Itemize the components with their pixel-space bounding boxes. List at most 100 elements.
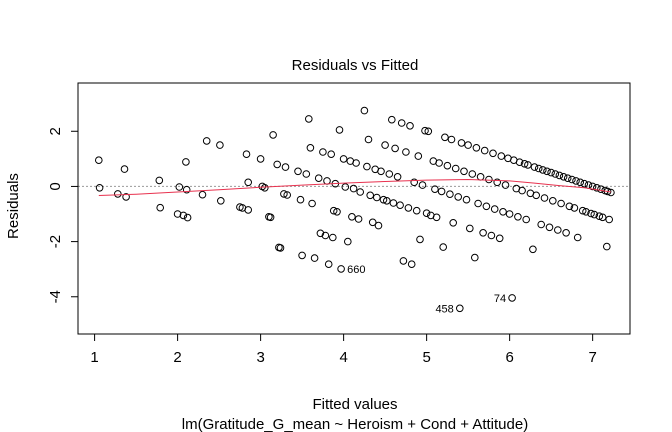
data-point	[402, 148, 410, 156]
data-point	[603, 242, 611, 251]
chart-title: Residuals vs Fitted	[292, 57, 419, 74]
data-point	[319, 148, 327, 156]
data-point	[381, 141, 389, 149]
data-point	[551, 170, 560, 178]
data-point	[515, 158, 524, 166]
data-point	[283, 191, 292, 199]
data-point	[266, 213, 275, 222]
data-point	[410, 178, 419, 187]
data-point	[545, 223, 554, 232]
data-point	[120, 165, 129, 173]
data-point	[424, 127, 433, 136]
data-point	[261, 184, 269, 192]
data-point	[368, 218, 377, 227]
data-point	[412, 206, 421, 215]
data-point	[431, 185, 439, 193]
x-tick-label: 4	[339, 349, 347, 366]
data-point	[182, 185, 191, 194]
data-point	[576, 178, 585, 187]
data-point	[471, 253, 479, 262]
data-point	[404, 204, 413, 212]
data-point	[557, 199, 565, 208]
data-point	[316, 229, 325, 238]
data-point	[505, 210, 514, 218]
data-point	[493, 178, 502, 187]
data-point	[321, 231, 330, 240]
data-point	[441, 133, 449, 142]
data-point	[518, 186, 526, 195]
data-point	[363, 162, 371, 171]
data-point	[335, 126, 344, 134]
data-point	[501, 181, 510, 189]
y-tick-label: 0	[47, 182, 64, 190]
data-point	[244, 178, 252, 187]
data-point	[377, 167, 385, 176]
data-point	[339, 155, 348, 163]
plot-area: 660 458 74	[77, 82, 631, 335]
y-tick-label: 2	[47, 127, 64, 135]
x-tick-label: 2	[173, 349, 181, 366]
data-point	[348, 213, 356, 221]
data-point	[598, 213, 607, 222]
data-point	[324, 260, 333, 269]
data-point	[389, 199, 398, 207]
data-point	[563, 174, 572, 182]
data-point	[393, 173, 402, 181]
data-point	[593, 184, 601, 192]
data-point	[373, 193, 381, 202]
data-point	[439, 243, 448, 251]
data-point	[356, 188, 365, 196]
data-point	[537, 220, 546, 229]
data-point	[306, 144, 315, 152]
data-point	[397, 119, 406, 127]
data-point	[122, 193, 130, 201]
data-point	[308, 199, 316, 208]
data-point	[449, 219, 458, 227]
data-point	[202, 137, 211, 145]
x-axis: 1 2 3 4 5 6 7	[90, 333, 597, 366]
x-tick-label: 5	[422, 349, 430, 366]
data-point	[173, 210, 182, 218]
data-point	[354, 215, 363, 223]
x-tick-label: 3	[256, 349, 264, 366]
data-point	[578, 206, 587, 215]
data-point	[175, 183, 184, 191]
data-point	[269, 131, 277, 139]
y-tick-label: -2	[47, 235, 64, 248]
data-point	[114, 190, 122, 198]
data-point	[95, 184, 104, 192]
outlier-labels: 660 458 74	[347, 264, 506, 315]
data-point	[276, 244, 285, 252]
data-point	[490, 205, 499, 213]
data-point	[489, 149, 497, 158]
data-point	[529, 245, 537, 254]
data-point	[485, 175, 493, 184]
data-point	[547, 168, 555, 177]
data-point	[305, 115, 313, 123]
smoothed-trend-line	[98, 178, 611, 196]
outlier-label-74: 74	[494, 293, 506, 305]
data-point	[421, 126, 429, 135]
data-point	[217, 197, 225, 205]
data-point	[396, 201, 404, 209]
data-point	[280, 190, 288, 198]
data-point	[508, 294, 516, 302]
data-point	[443, 161, 452, 170]
data-point	[155, 176, 164, 185]
data-point	[524, 161, 532, 169]
data-point	[540, 194, 549, 202]
data-point	[366, 191, 375, 200]
data-point	[391, 144, 399, 153]
data-point	[344, 237, 352, 246]
y-axis: -4 -2 0 2	[47, 127, 79, 303]
data-point	[464, 141, 472, 149]
data-point	[456, 304, 464, 313]
data-point	[587, 209, 595, 218]
data-point	[294, 167, 302, 176]
data-point	[298, 251, 306, 260]
data-point	[244, 206, 252, 214]
data-point	[468, 170, 477, 178]
x-tick-label: 1	[90, 349, 98, 366]
y-tick-label: -4	[47, 290, 64, 303]
